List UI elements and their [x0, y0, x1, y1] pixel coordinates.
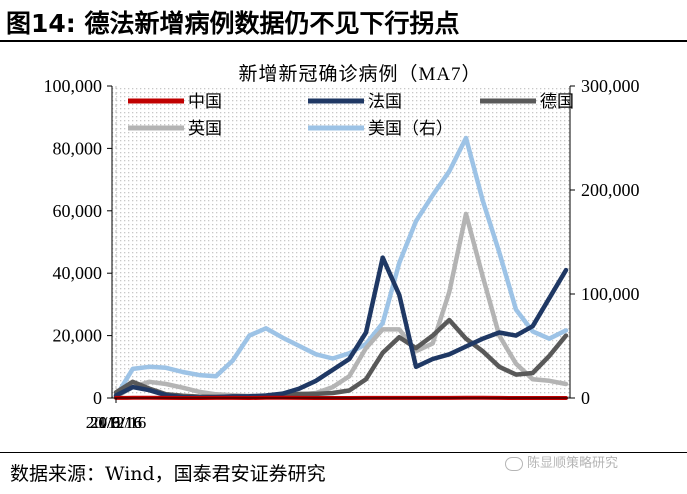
left-axis-label: 40,000 — [53, 263, 103, 283]
legend-label-3: 英国 — [188, 119, 222, 138]
watermark-text: 陈显顺策略研究 — [527, 456, 619, 471]
wechat-icon — [505, 456, 523, 471]
x-axis-label: 20/6/16 — [90, 413, 142, 432]
data-source: 数据来源：Wind，国泰君安证券研究 — [10, 463, 326, 485]
left-axis-label: 20,000 — [53, 326, 103, 346]
figure-title: 图14: 德法新增病例数据仍不见下行拐点 — [6, 9, 460, 38]
left-axis-label: 100,000 — [44, 76, 103, 96]
watermark: 陈显顺策略研究 — [505, 452, 618, 471]
plot-area — [112, 86, 570, 398]
left-axis-label: 0 — [93, 388, 102, 408]
series-line-3 — [113, 211, 569, 400]
x-axis-label: 20/3/16 — [90, 413, 142, 432]
left-axis-label: 80,000 — [53, 138, 103, 158]
footer-rule — [0, 452, 687, 453]
left-axis-label: 60,000 — [53, 201, 103, 221]
right-axis-label: 100,000 — [581, 284, 640, 304]
right-axis-label: 300,000 — [581, 76, 640, 96]
chart: 0 20,000 40,000 60,000 80,000 100,000 0 100,000… — [44, 63, 640, 432]
x-axis-label: 20/9/16 — [90, 413, 142, 432]
legend-label-1: 法国 — [368, 92, 402, 111]
chart-title: 新增新冠确诊病例（MA7） — [238, 63, 481, 85]
right-axis-label: 200,000 — [581, 180, 640, 200]
legend-label-4: 美国（右） — [368, 119, 453, 138]
legend-label-2: 德国 — [540, 92, 574, 111]
series-line-4 — [113, 135, 569, 399]
right-axis-label: 0 — [581, 388, 590, 408]
x-axis-label: 20/12/16 — [86, 413, 146, 432]
x-axis-label: 21/3/16 — [90, 413, 142, 432]
title-rule — [0, 40, 687, 42]
legend-label-0: 中国 — [188, 92, 222, 111]
